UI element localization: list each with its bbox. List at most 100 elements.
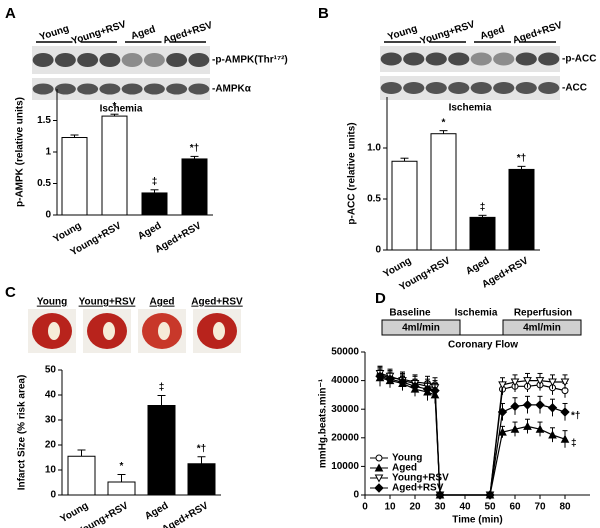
y-tick-label: 30 bbox=[45, 415, 57, 426]
marker bbox=[374, 463, 384, 472]
blot-band bbox=[99, 83, 121, 95]
heart-lumen bbox=[158, 322, 170, 340]
x-tick-label: Aged bbox=[143, 500, 170, 522]
blot-band bbox=[538, 82, 560, 94]
band-label: -ACC bbox=[562, 83, 587, 94]
marker bbox=[374, 483, 384, 493]
y-axis-title: p-AMPK (relative units) bbox=[15, 97, 26, 207]
x-tick-label: 60 bbox=[509, 502, 521, 513]
marker bbox=[523, 421, 532, 430]
specimen-label: Young bbox=[37, 297, 67, 308]
blot-band bbox=[515, 82, 537, 94]
y-tick-label: 40 bbox=[45, 390, 57, 401]
y-tick-label: 1.5 bbox=[37, 115, 51, 126]
bar bbox=[61, 137, 88, 216]
blot-band bbox=[99, 53, 121, 67]
y-tick-label: 10 bbox=[45, 465, 57, 476]
condition-label: Ischemia bbox=[449, 103, 492, 114]
marker bbox=[485, 490, 495, 500]
marker bbox=[535, 377, 545, 386]
y-tick-label: 20000 bbox=[331, 432, 359, 443]
marker bbox=[548, 430, 557, 439]
phase-label: Baseline bbox=[389, 308, 431, 319]
marker bbox=[523, 377, 532, 386]
specimen-label: Aged+RSV bbox=[191, 297, 243, 308]
phase-label: Ischemia bbox=[455, 308, 498, 319]
blot-band bbox=[166, 53, 188, 67]
y-tick-label: 0.5 bbox=[37, 178, 51, 189]
x-tick-label: 0 bbox=[362, 502, 368, 513]
bar bbox=[107, 481, 136, 496]
marker bbox=[535, 424, 545, 433]
panel-letter: D bbox=[375, 290, 386, 307]
legend-label: Aged+RSV bbox=[392, 483, 444, 494]
band-label: -AMPKα bbox=[212, 84, 252, 95]
blot-band bbox=[403, 82, 425, 94]
x-tick-label: Young bbox=[59, 500, 91, 525]
marker bbox=[497, 407, 508, 417]
significance-mark: ‡ bbox=[159, 382, 165, 393]
significance-mark: *† bbox=[197, 443, 206, 454]
flow-rate: 4ml/min bbox=[523, 323, 561, 334]
lane-label: Young+RSV bbox=[70, 19, 128, 47]
x-tick-label: Aged bbox=[136, 220, 163, 242]
x-tick-label: 10 bbox=[384, 502, 396, 513]
blot-band bbox=[143, 53, 165, 67]
marker bbox=[410, 381, 420, 392]
bar bbox=[187, 463, 216, 496]
bar bbox=[430, 133, 457, 251]
heart-lumen bbox=[103, 322, 115, 340]
bar bbox=[141, 192, 168, 216]
flow-rate: 4ml/min bbox=[402, 323, 440, 334]
bar bbox=[101, 115, 128, 216]
blot-band bbox=[448, 52, 470, 66]
x-tick-label: 20 bbox=[409, 502, 421, 513]
significance-mark: ‡ bbox=[571, 438, 577, 449]
blot-band bbox=[32, 53, 54, 67]
blot-band bbox=[425, 82, 447, 94]
marker bbox=[522, 400, 533, 410]
blot-band bbox=[448, 82, 470, 94]
specimen-label: Young+RSV bbox=[79, 297, 136, 308]
blot-band bbox=[166, 83, 188, 95]
lane-label: Young bbox=[386, 23, 418, 43]
y-tick-label: 0 bbox=[375, 245, 381, 256]
blot-band bbox=[143, 83, 165, 95]
band-label: -p-AMPK(Thr¹⁷²) bbox=[212, 55, 288, 66]
y-tick-label: 50 bbox=[45, 365, 57, 376]
blot-band bbox=[121, 83, 143, 95]
significance-mark: * bbox=[120, 461, 124, 472]
legend-label: Young bbox=[392, 453, 422, 464]
blot-band bbox=[515, 52, 537, 66]
y-tick-label: 40000 bbox=[331, 375, 359, 386]
legend-label: Aged bbox=[392, 463, 417, 474]
flow-caption: Coronary Flow bbox=[448, 340, 518, 351]
blot-band bbox=[493, 82, 515, 94]
blot-band bbox=[425, 52, 447, 66]
blot-band bbox=[54, 83, 76, 95]
marker bbox=[498, 381, 507, 390]
significance-mark: ‡ bbox=[480, 202, 486, 213]
x-tick-label: Aged bbox=[464, 255, 491, 277]
bar bbox=[391, 160, 418, 251]
lane-label: Young+RSV bbox=[419, 19, 477, 47]
flow-box bbox=[381, 319, 461, 336]
blot-band bbox=[380, 82, 402, 94]
marker bbox=[510, 378, 520, 387]
blot-band bbox=[493, 52, 515, 66]
condition-label: Ischemia bbox=[100, 104, 143, 115]
blot-band bbox=[188, 53, 210, 67]
blot-band bbox=[470, 52, 492, 66]
significance-mark: * bbox=[113, 101, 117, 112]
panel-letter: B bbox=[318, 5, 329, 22]
bar bbox=[181, 158, 208, 216]
significance-mark: *† bbox=[517, 153, 526, 164]
marker bbox=[560, 434, 570, 443]
significance-mark: * bbox=[442, 117, 446, 128]
y-tick-label: 0 bbox=[50, 490, 56, 501]
y-axis-title: mmHg.beats.min⁻¹ bbox=[318, 378, 329, 468]
blot-strip bbox=[32, 78, 210, 100]
x-tick-label: 70 bbox=[534, 502, 546, 513]
lane-label: Aged bbox=[130, 24, 157, 42]
